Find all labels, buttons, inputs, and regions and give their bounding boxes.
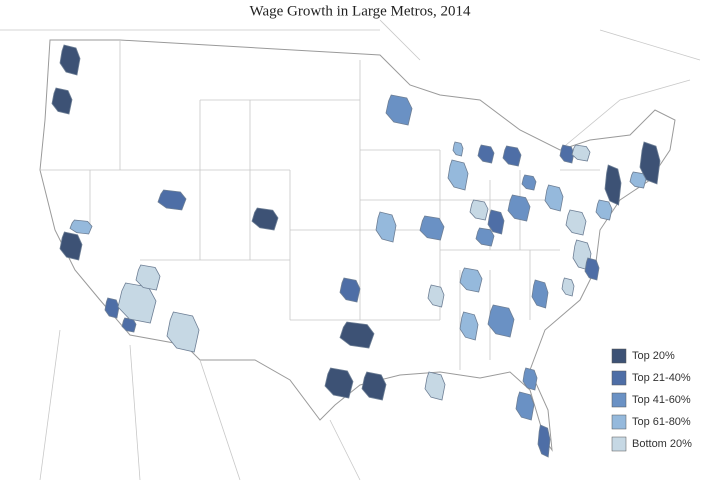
legend-swatch (611, 392, 627, 408)
metro-area (424, 371, 446, 401)
metro-area (531, 279, 549, 309)
legend-label: Top 20% (632, 350, 675, 362)
metro-area (487, 209, 505, 235)
metro-area (459, 311, 479, 341)
metro-area (521, 174, 537, 191)
metro-area (584, 257, 600, 281)
metro-area (375, 211, 397, 243)
metro-area (522, 367, 538, 391)
metro-area (427, 284, 445, 308)
metro-area (452, 141, 464, 157)
metro-area (629, 171, 647, 189)
metro-area (419, 215, 445, 241)
legend-swatch (611, 436, 627, 452)
metro-area (157, 189, 187, 211)
metro-area (459, 267, 483, 293)
metro-area (477, 144, 495, 164)
metro-area (447, 159, 469, 191)
metro-area (324, 367, 354, 399)
map-title: Wage Growth in Large Metros, 2014 (250, 3, 471, 19)
metro-area (469, 199, 489, 221)
metro-area (544, 184, 564, 212)
metro-area (166, 311, 200, 353)
metro-area (117, 282, 157, 324)
legend-label: Top 41-60% (632, 394, 691, 406)
metro-area (339, 277, 361, 303)
metro-area (502, 145, 522, 167)
legend: Top 20% Top 21-40% Top 41-60% Top 61-80% Bot… (611, 348, 692, 452)
metro-area (565, 209, 587, 236)
metro-area (69, 219, 93, 235)
metro-area (561, 277, 575, 297)
metro-area (339, 321, 375, 349)
metro-area (559, 144, 575, 164)
metro-area (385, 94, 413, 126)
metro-area (604, 164, 622, 206)
neighbor-borders (0, 19, 701, 481)
metro-area (507, 194, 531, 222)
metro-area (487, 304, 515, 338)
metro-area (571, 144, 591, 162)
legend-label: Top 21-40% (632, 372, 691, 384)
metro-area (515, 391, 535, 421)
legend-label: Top 61-80% (632, 416, 691, 428)
metro-area (59, 44, 81, 76)
metro-area (251, 207, 279, 231)
legend-swatch (611, 414, 627, 430)
legend-label: Bottom 20% (632, 438, 692, 450)
legend-swatch (611, 348, 627, 364)
legend-swatch (611, 370, 627, 386)
metro-area (475, 227, 495, 247)
metro-area (595, 199, 613, 221)
metro-area (537, 424, 551, 458)
metros (51, 44, 661, 458)
metro-area (104, 297, 120, 319)
metro-area (135, 264, 161, 291)
metro-area (59, 231, 83, 261)
metro-area (51, 87, 73, 115)
metro-area (639, 141, 661, 185)
metro-area (361, 371, 387, 401)
